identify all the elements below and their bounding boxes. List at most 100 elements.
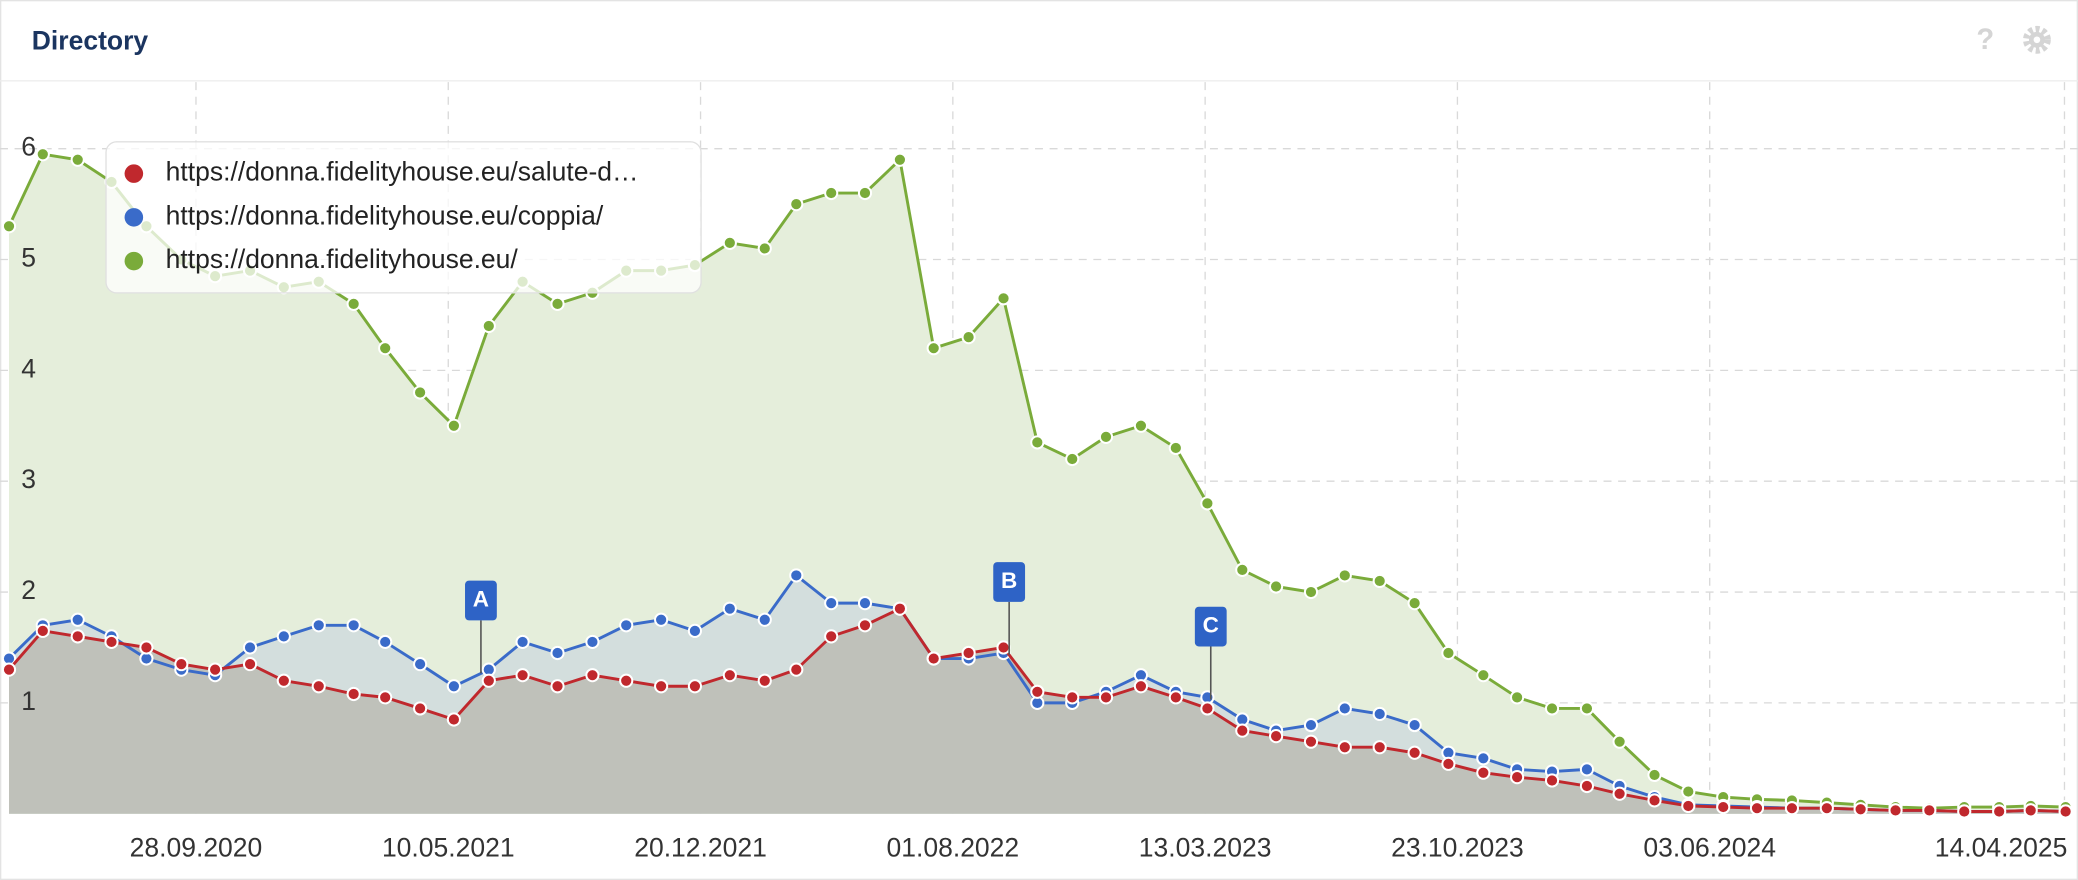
data-point [1372, 740, 1387, 755]
gear-hole[interactable] [2033, 36, 2041, 44]
legend-marker [124, 208, 144, 227]
gear-teeth[interactable] [2023, 25, 2051, 54]
data-point [1303, 717, 1319, 733]
data-point [1476, 751, 1491, 766]
annotation-flag [1194, 606, 1227, 647]
data-point [1441, 645, 1456, 661]
data-point [481, 673, 496, 688]
data-point [174, 656, 189, 672]
help-glyph[interactable]: ? [1976, 24, 1994, 56]
data-point [413, 701, 428, 716]
help-icon[interactable]: ? [1976, 24, 1994, 56]
data-point [1544, 773, 1560, 788]
data-point [961, 645, 976, 661]
y-tick-label: 5 [21, 243, 36, 273]
data-point [789, 197, 804, 212]
data-point [35, 147, 50, 162]
settings-icon[interactable] [2023, 25, 2051, 54]
data-point [208, 662, 223, 677]
data-point [722, 235, 737, 250]
data-point [654, 679, 669, 694]
data-point [1784, 801, 1800, 816]
data-point [1510, 690, 1525, 705]
series-area [9, 608, 2066, 814]
data-point [2058, 804, 2073, 819]
legend-marker [124, 251, 144, 271]
data-point [585, 668, 600, 683]
data-point [481, 318, 496, 334]
plot-area: 1 2 3 4 5 6 28.09.2020 10.05.2021 20.12.2021 01.0… [0, 82, 2078, 863]
data-point [1819, 801, 1834, 816]
data-point [1407, 596, 1422, 611]
data-point [996, 640, 1011, 655]
data-point [687, 623, 703, 638]
data-point [1888, 803, 1903, 818]
data-point [1200, 701, 1215, 716]
data-point [1612, 734, 1627, 749]
data-point [550, 645, 565, 661]
data-point [1133, 679, 1149, 694]
data-point [1098, 690, 1114, 705]
annotation-flag [993, 562, 1026, 602]
x-tick-label: 10.05.2021 [382, 833, 515, 863]
data-point [311, 618, 326, 633]
annotation-label: A [473, 586, 489, 611]
x-tick-label: 01.08.2022 [887, 833, 1020, 863]
data-point [1268, 579, 1284, 594]
data-point [276, 629, 291, 644]
data-point [1303, 584, 1319, 600]
data-point [550, 296, 565, 311]
data-point [1579, 701, 1595, 716]
data-point [104, 634, 119, 650]
y-tick-label: 6 [21, 132, 36, 162]
data-point [722, 601, 737, 616]
widget-title: Directory [32, 25, 149, 55]
data-point [70, 152, 85, 167]
data-point [1579, 778, 1595, 794]
legend-label: https://donna.fidelityhouse.eu/coppia/ [166, 200, 604, 230]
data-point [1407, 745, 1422, 760]
data-point [1647, 767, 1662, 783]
data-point [857, 618, 873, 633]
data-point [757, 673, 772, 688]
data-point [996, 291, 1011, 306]
data-point [1303, 734, 1319, 749]
data-point [1235, 562, 1250, 577]
data-point [311, 679, 326, 694]
data-point [413, 385, 428, 400]
data-point [1407, 717, 1422, 733]
x-tick-label: 14.04.2025 [1935, 833, 2068, 863]
data-point [346, 686, 361, 702]
data-point [1030, 684, 1045, 699]
data-point [1372, 706, 1387, 722]
data-point [1133, 418, 1149, 433]
data-point [1235, 723, 1250, 738]
data-point [515, 634, 530, 650]
data-point [1992, 804, 2007, 819]
data-point [1510, 770, 1525, 785]
data-point [824, 185, 839, 201]
data-point [1337, 740, 1352, 755]
data-point [378, 634, 393, 650]
y-tick-label: 1 [21, 686, 36, 716]
data-point [892, 152, 907, 167]
x-tick-label: 13.03.2023 [1139, 833, 1272, 863]
annotation-flag [465, 580, 497, 621]
data-point [1, 662, 17, 677]
data-point [1200, 496, 1215, 511]
y-tick-label: 3 [21, 464, 36, 494]
data-point [1681, 784, 1696, 799]
x-tick-label: 28.09.2020 [130, 833, 263, 863]
y-tick-label: 2 [21, 575, 36, 605]
data-point [722, 668, 737, 683]
data-point [1681, 798, 1696, 814]
data-point [1337, 568, 1352, 583]
data-point [824, 596, 839, 611]
data-point [1030, 435, 1045, 450]
data-point [35, 623, 50, 638]
annotation-label: B [1001, 568, 1017, 593]
data-point [1749, 801, 1765, 816]
x-tick-label: 20.12.2021 [634, 833, 767, 863]
data-point [1579, 762, 1595, 777]
